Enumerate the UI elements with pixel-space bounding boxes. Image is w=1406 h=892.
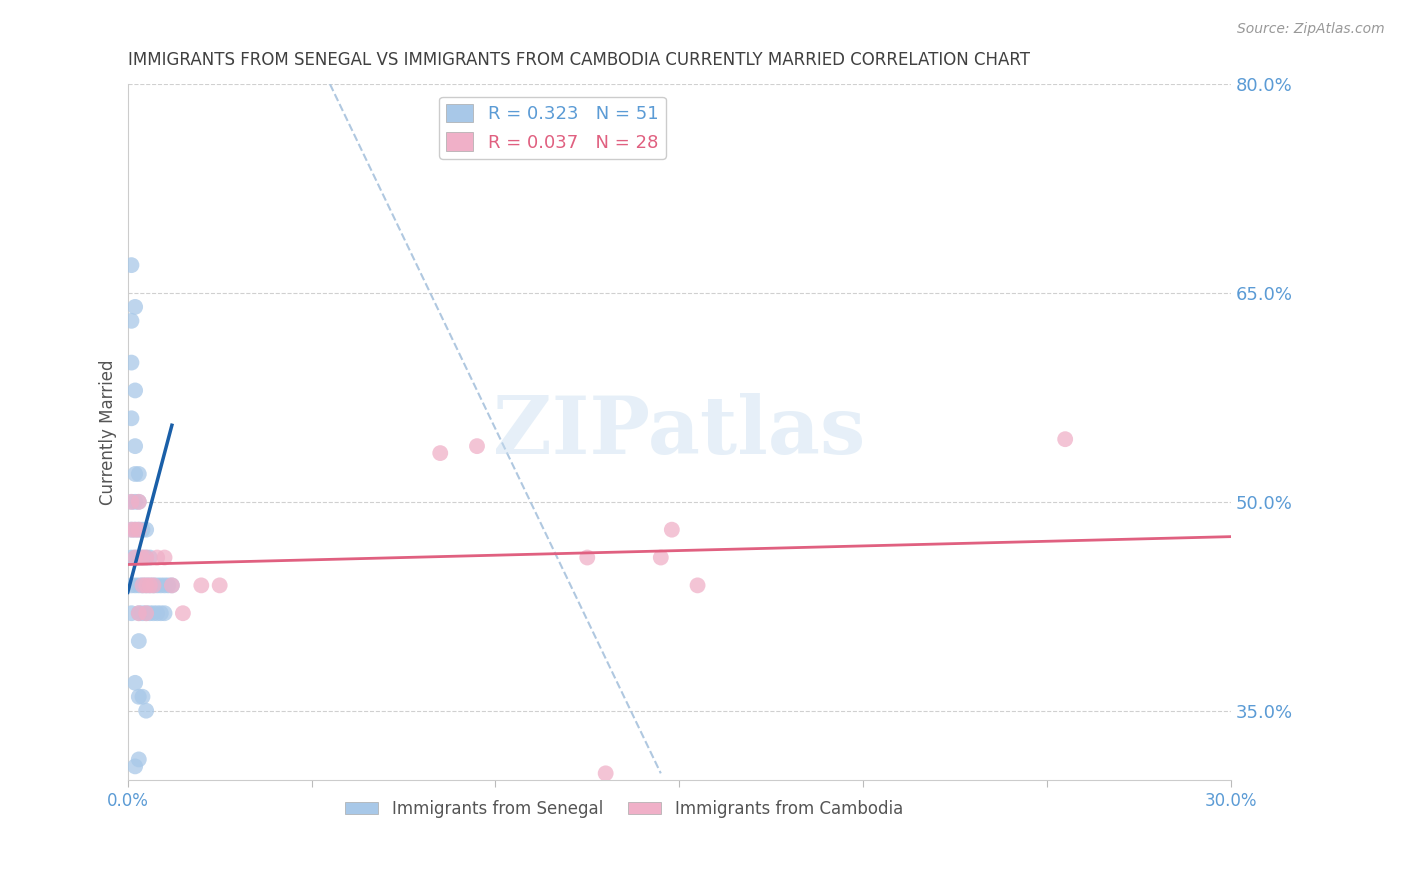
Point xyxy=(120,578,142,592)
Point xyxy=(160,578,183,592)
Point xyxy=(146,550,169,565)
Point xyxy=(131,578,153,592)
Point xyxy=(120,495,142,509)
Point xyxy=(124,523,146,537)
Point xyxy=(128,550,150,565)
Point xyxy=(190,578,212,592)
Point xyxy=(153,606,176,620)
Point xyxy=(208,578,231,592)
Point xyxy=(135,606,157,620)
Point xyxy=(124,550,146,565)
Point xyxy=(153,550,176,565)
Point xyxy=(128,495,150,509)
Point xyxy=(142,578,165,592)
Point xyxy=(135,550,157,565)
Point xyxy=(135,523,157,537)
Point xyxy=(661,523,683,537)
Point xyxy=(124,300,146,314)
Point xyxy=(139,550,162,565)
Point xyxy=(135,704,157,718)
Point xyxy=(465,439,488,453)
Point xyxy=(131,578,153,592)
Point xyxy=(124,550,146,565)
Point xyxy=(120,523,142,537)
Point xyxy=(576,550,599,565)
Point xyxy=(595,766,617,780)
Point xyxy=(135,606,157,620)
Point xyxy=(124,384,146,398)
Point xyxy=(131,523,153,537)
Point xyxy=(153,578,176,592)
Point xyxy=(1054,432,1077,446)
Point xyxy=(172,606,194,620)
Point xyxy=(142,578,165,592)
Text: Source: ZipAtlas.com: Source: ZipAtlas.com xyxy=(1237,22,1385,37)
Point xyxy=(429,446,451,460)
Point xyxy=(139,578,162,592)
Point xyxy=(124,523,146,537)
Point xyxy=(131,606,153,620)
Text: IMMIGRANTS FROM SENEGAL VS IMMIGRANTS FROM CAMBODIA CURRENTLY MARRIED CORRELATIO: IMMIGRANTS FROM SENEGAL VS IMMIGRANTS FR… xyxy=(128,51,1029,69)
Point xyxy=(135,578,157,592)
Point xyxy=(128,523,150,537)
Point xyxy=(686,578,709,592)
Point xyxy=(131,550,153,565)
Point xyxy=(120,355,142,369)
Point xyxy=(650,550,672,565)
Point xyxy=(120,606,142,620)
Point xyxy=(128,578,150,592)
Point xyxy=(124,439,146,453)
Point xyxy=(120,411,142,425)
Point xyxy=(128,752,150,766)
Legend: Immigrants from Senegal, Immigrants from Cambodia: Immigrants from Senegal, Immigrants from… xyxy=(339,793,910,824)
Point xyxy=(142,606,165,620)
Point xyxy=(120,523,142,537)
Point xyxy=(124,676,146,690)
Point xyxy=(135,550,157,565)
Point xyxy=(131,690,153,704)
Point xyxy=(120,550,142,565)
Point xyxy=(128,606,150,620)
Text: ZIPatlas: ZIPatlas xyxy=(494,393,865,471)
Point xyxy=(124,495,146,509)
Point xyxy=(135,578,157,592)
Point xyxy=(120,314,142,328)
Point xyxy=(149,578,172,592)
Point xyxy=(128,467,150,481)
Point xyxy=(157,578,180,592)
Point xyxy=(146,606,169,620)
Point xyxy=(149,606,172,620)
Point xyxy=(139,606,162,620)
Point xyxy=(128,606,150,620)
Point xyxy=(128,495,150,509)
Point xyxy=(124,578,146,592)
Point xyxy=(128,634,150,648)
Point xyxy=(124,759,146,773)
Y-axis label: Currently Married: Currently Married xyxy=(100,359,117,505)
Point xyxy=(120,258,142,272)
Point xyxy=(128,523,150,537)
Point xyxy=(120,495,142,509)
Point xyxy=(139,578,162,592)
Point xyxy=(146,578,169,592)
Point xyxy=(124,467,146,481)
Point xyxy=(160,578,183,592)
Point xyxy=(131,550,153,565)
Point xyxy=(128,690,150,704)
